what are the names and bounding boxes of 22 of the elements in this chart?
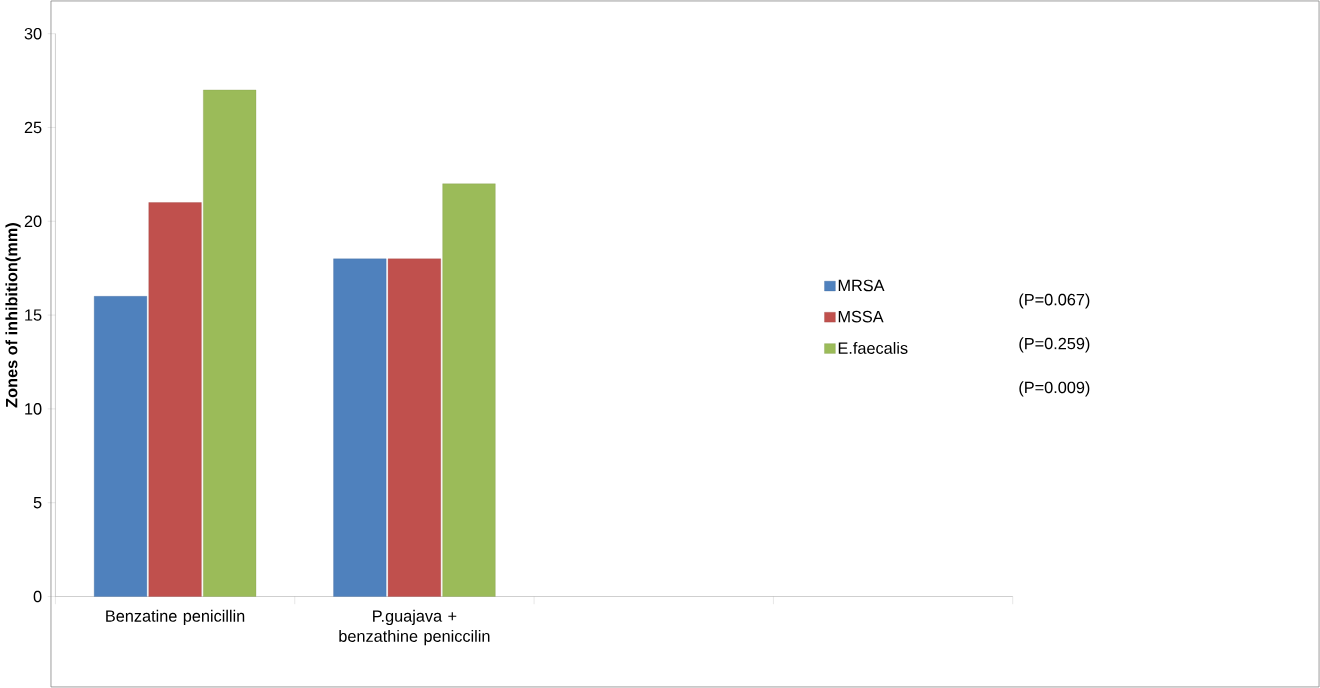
y-tick-label: 5: [33, 497, 42, 509]
bar: [94, 296, 147, 597]
bar: [148, 202, 202, 597]
bar: [442, 183, 496, 597]
text: (P=0.009): [1019, 381, 1090, 397]
y-tick-label: 15: [25, 309, 42, 321]
legend-label: MSSA: [838, 310, 884, 323]
y-tick-label: 25: [24, 121, 42, 134]
bar: [387, 258, 441, 597]
legend-label: E.faecalis: [838, 342, 908, 354]
y-tick-label: 10: [25, 403, 42, 415]
y-axis-title: Zones of inhibition(mm): [5, 223, 21, 408]
bar: [333, 258, 387, 597]
y-tick-label: 0: [33, 590, 42, 603]
bar: [203, 89, 257, 597]
y-tick-label: 20: [24, 215, 42, 228]
y-tick-label: 30: [24, 27, 42, 40]
x-tick-label: Benzatine penicillin: [106, 609, 245, 626]
text: (P=0.067): [1019, 293, 1090, 309]
text: (P=0.259): [1019, 337, 1090, 353]
legend-label: MRSA: [838, 279, 885, 292]
x-tick-label: P.guajava + benzathine peniccilin: [339, 609, 490, 646]
